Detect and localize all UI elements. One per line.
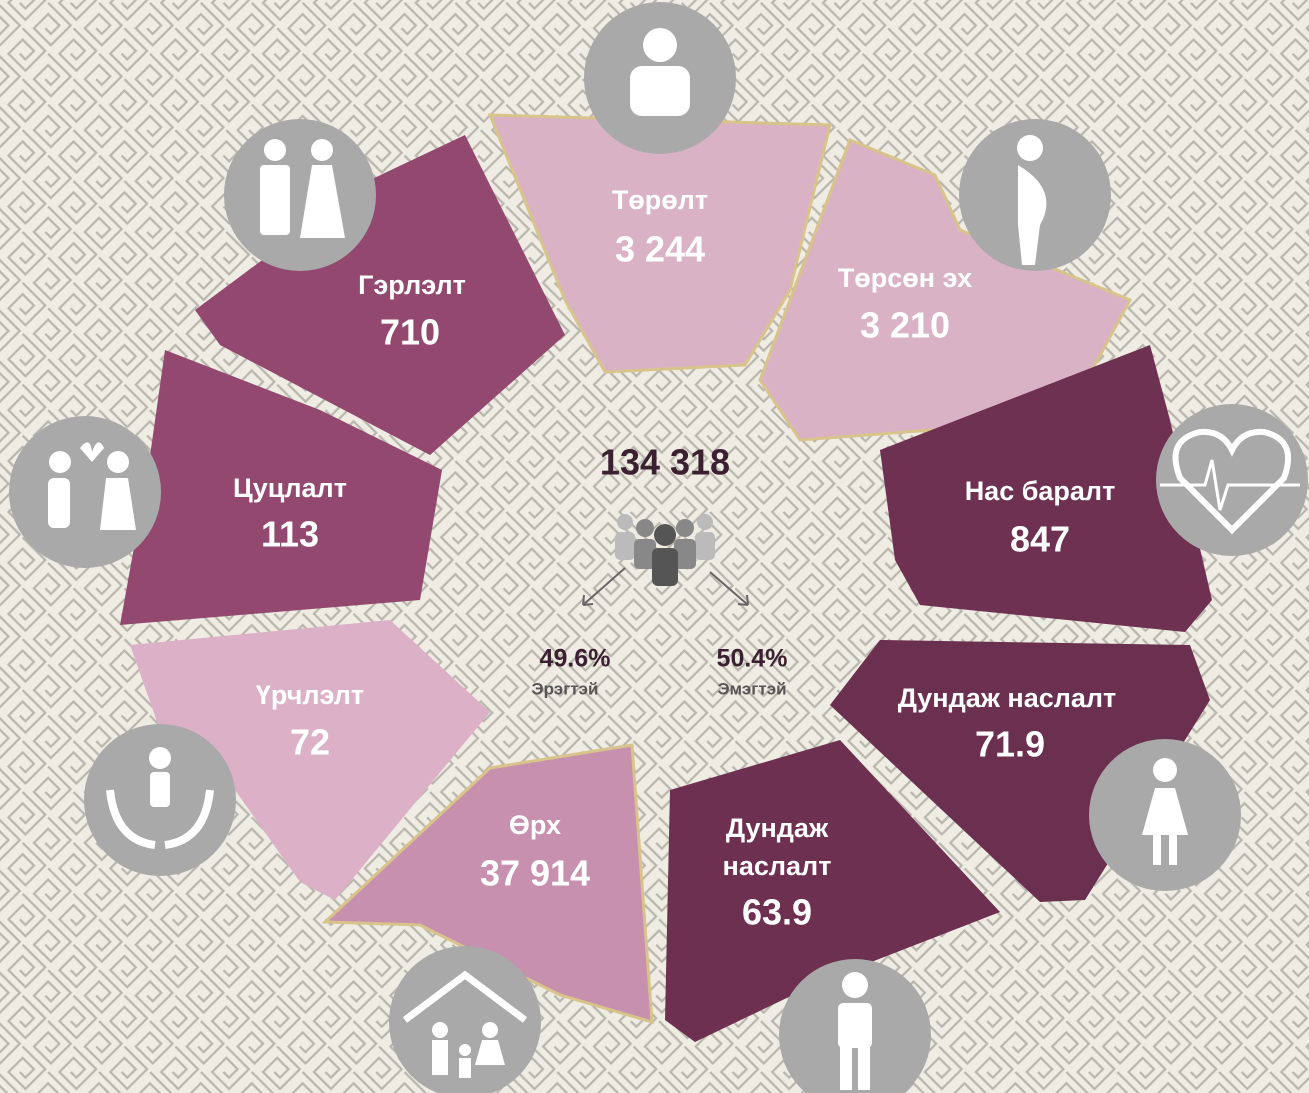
icon-baby (584, 2, 736, 154)
segment-value: 71.9 (975, 724, 1045, 765)
icon-man (779, 959, 931, 1093)
segment-value: 3 210 (860, 305, 950, 346)
segment-value: 113 (261, 514, 319, 555)
arrow-male (582, 567, 626, 606)
icon-pregnant (959, 119, 1111, 271)
segment-deaths (880, 345, 1212, 632)
female-share: 50.4% (717, 645, 788, 673)
icon-woman (1089, 739, 1241, 891)
segment-value: 63.9 (742, 892, 812, 933)
segment-value: 72 (290, 722, 330, 763)
segment-label: Төрөлт (612, 185, 708, 215)
segment-label: Үрчлэлт (256, 680, 364, 710)
segment-birth (487, 113, 832, 374)
segment-marriage (195, 135, 565, 455)
segment-divorce (120, 350, 442, 625)
center: 134 318 49.6% Эрэгтэй 50.4% Эмэгтэй (532, 442, 788, 699)
segment-label: Дундаж наслалт (723, 813, 832, 881)
icon-wedding (224, 119, 376, 271)
people-icon (615, 514, 715, 586)
segment-labels: Төрөлт 3 244 Төрсөн эх 3 210 Нас баралт … (233, 185, 1116, 932)
segment-value: 847 (1010, 519, 1070, 560)
segment-life-male (665, 740, 1000, 1042)
arrow-female (709, 571, 749, 606)
segment-label: Өрх (509, 810, 561, 840)
icon-house (389, 946, 541, 1093)
segments (120, 113, 1212, 1042)
icon-hands (84, 724, 236, 876)
icon-heart (1156, 404, 1308, 556)
icon-divorce (9, 416, 161, 568)
segment-label: Дундаж наслалт (898, 683, 1117, 713)
segment-label: Нас баралт (965, 476, 1116, 506)
segment-households (321, 743, 654, 1025)
female-label: Эмэгтэй (717, 679, 786, 698)
male-label: Эрэгтэй (532, 679, 599, 698)
segment-label: Цуцлалт (233, 473, 347, 503)
segment-adoption (130, 620, 490, 900)
segment-value: 3 244 (615, 229, 705, 270)
icons (9, 2, 1308, 1093)
segment-value: 37 914 (480, 853, 590, 894)
total-population: 134 318 (600, 442, 730, 483)
segment-label: Гэрлэлт (358, 270, 466, 300)
segment-label: Төрсөн эх (838, 263, 972, 293)
segment-value: 710 (380, 312, 440, 353)
male-share: 49.6% (540, 645, 611, 673)
